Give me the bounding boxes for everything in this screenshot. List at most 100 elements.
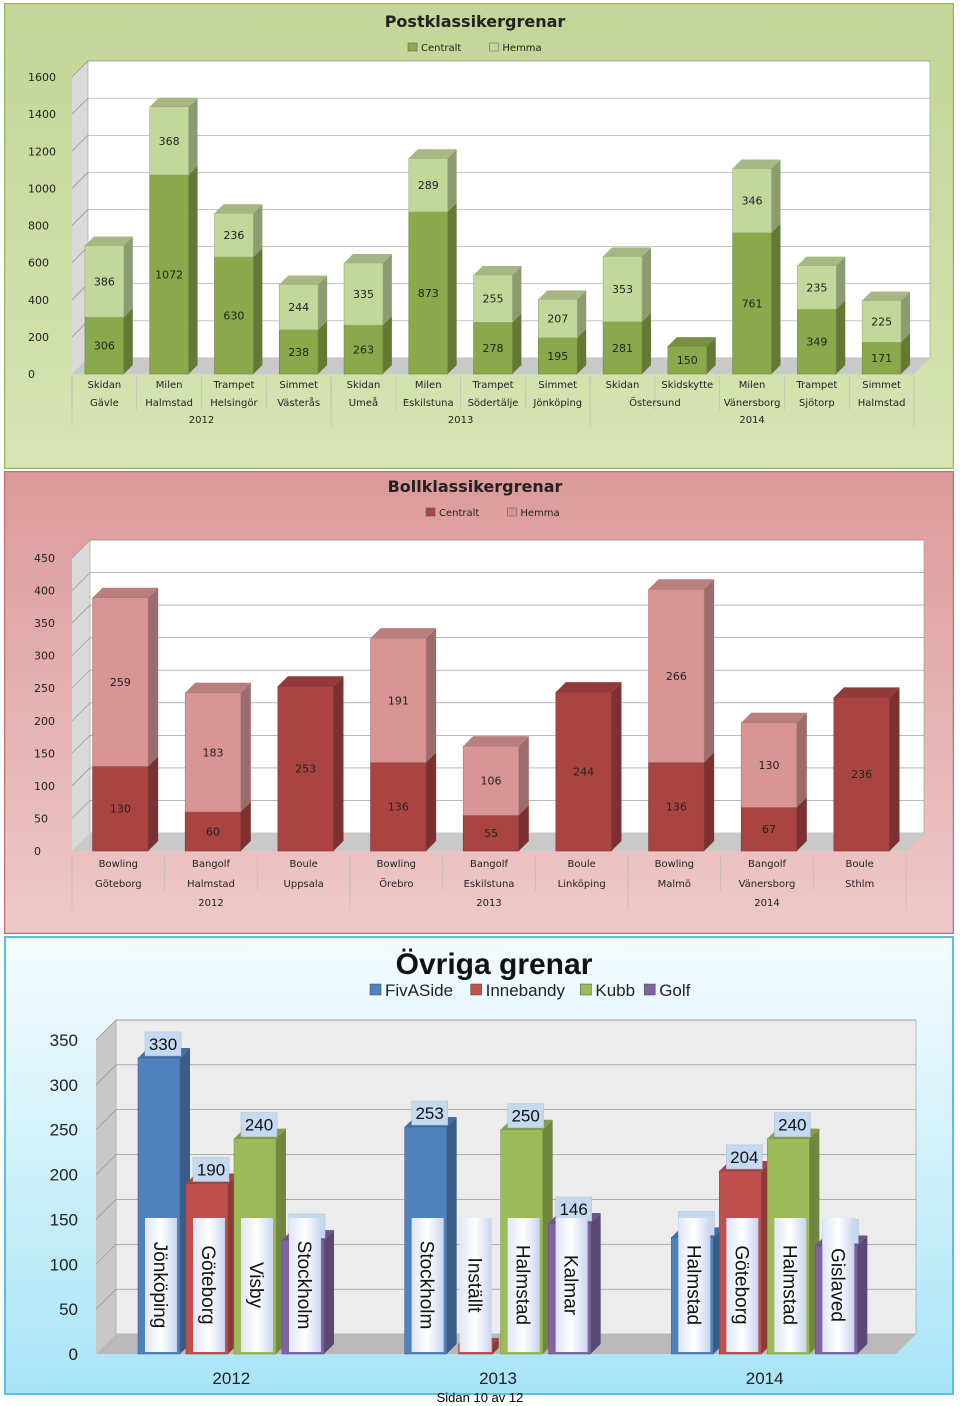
legend: Centralt Hemma bbox=[407, 42, 542, 54]
legend-item: FivASide bbox=[369, 981, 453, 1000]
bar-segment bbox=[214, 248, 263, 375]
x-place-label: Östersund bbox=[629, 396, 681, 409]
data-label: 190 bbox=[192, 1157, 230, 1182]
y-tick-label: 800 bbox=[28, 220, 49, 233]
data-label: 253 bbox=[295, 763, 316, 776]
data-label: 330 bbox=[144, 1031, 182, 1057]
legend-swatch bbox=[507, 507, 517, 517]
place-label: Halmstad bbox=[507, 1218, 540, 1352]
place-label: Göteborg bbox=[726, 1218, 759, 1352]
x-category-label: 2012 bbox=[212, 1369, 250, 1388]
data-label: 386 bbox=[94, 275, 115, 288]
x-category-label: Boule bbox=[290, 859, 318, 870]
x-place-label: Sthlm bbox=[845, 879, 874, 890]
y-tick-label: 1000 bbox=[28, 182, 56, 195]
x-category-label: Bowling bbox=[377, 859, 416, 870]
bar-segment bbox=[667, 337, 716, 375]
svg-text:240: 240 bbox=[245, 1116, 273, 1135]
x-place-label: Eskilstuna bbox=[464, 879, 515, 890]
place-label: Visby bbox=[241, 1218, 273, 1352]
bar-segment bbox=[370, 628, 437, 763]
chart-title: Bollklassikergrenar bbox=[388, 477, 563, 496]
y-tick-label: 1600 bbox=[28, 71, 56, 84]
page-footer: Sidan 10 av 12 bbox=[436, 1390, 524, 1405]
data-label: 207 bbox=[547, 313, 568, 326]
bar-segment bbox=[343, 253, 392, 326]
data-label: 106 bbox=[481, 775, 502, 788]
x-category-label: Bowling bbox=[99, 859, 138, 870]
data-label: 225 bbox=[871, 315, 892, 328]
x-place-label: Vänersborg bbox=[724, 398, 781, 409]
svg-text:250: 250 bbox=[511, 1107, 539, 1126]
data-label: 191 bbox=[388, 694, 409, 707]
x-category-label: Skidskytte bbox=[661, 380, 713, 391]
legend-label: Innebandy bbox=[486, 981, 566, 1000]
data-label: 306 bbox=[94, 340, 115, 353]
x-category-label: Milen bbox=[415, 380, 442, 391]
y-tick-label: 50 bbox=[34, 812, 48, 825]
place-label: Gislaved bbox=[822, 1218, 855, 1352]
data-label: 353 bbox=[612, 283, 633, 296]
data-label: 60 bbox=[206, 825, 220, 838]
bar-segment bbox=[277, 676, 344, 852]
bar-segment bbox=[278, 320, 328, 375]
x-category-label: Bangolf bbox=[748, 859, 787, 870]
svg-text:190: 190 bbox=[197, 1161, 225, 1180]
data-label: 253 bbox=[411, 1100, 448, 1126]
bar-segment bbox=[92, 587, 159, 767]
x-year-label: 2014 bbox=[754, 898, 779, 909]
y-tick-label: 1400 bbox=[28, 108, 56, 121]
legend-label: FivASide bbox=[385, 981, 453, 1000]
bar-segment bbox=[92, 756, 159, 852]
data-label: 244 bbox=[288, 301, 309, 314]
x-category-label: Bangolf bbox=[470, 859, 509, 870]
bar-segment bbox=[278, 275, 328, 331]
x-category-label: Trampet bbox=[471, 380, 513, 391]
x-place-label: Göteborg bbox=[95, 879, 142, 890]
x-category-label: Simmet bbox=[538, 380, 577, 391]
y-tick-label: 400 bbox=[34, 585, 55, 598]
bar-segment bbox=[538, 290, 587, 339]
data-label: 240 bbox=[774, 1112, 811, 1137]
bar-segment bbox=[184, 682, 251, 813]
x-place-label: Umeå bbox=[349, 396, 378, 409]
y-tick-label: 300 bbox=[34, 650, 55, 663]
data-label: 244 bbox=[573, 766, 594, 779]
x-category-label: Skidan bbox=[88, 380, 122, 391]
side-wall bbox=[72, 540, 90, 851]
x-place-label: Helsingör bbox=[210, 398, 258, 409]
bar-segment bbox=[797, 256, 846, 310]
legend-swatch bbox=[425, 507, 436, 517]
legend-item: Centralt bbox=[407, 42, 461, 54]
legend-label: Centralt bbox=[421, 43, 461, 54]
x-category-label: Milen bbox=[156, 380, 183, 391]
svg-text:146: 146 bbox=[559, 1200, 587, 1219]
x-category-label: Skidan bbox=[347, 380, 381, 391]
data-label: 281 bbox=[612, 342, 633, 355]
legend-label: Kubb bbox=[595, 981, 635, 1000]
legend-item: Kubb bbox=[580, 981, 635, 1000]
y-tick-label: 150 bbox=[34, 747, 55, 760]
data-label: 349 bbox=[806, 336, 827, 349]
place-label: Inställt bbox=[459, 1218, 492, 1352]
y-tick-label: 0 bbox=[28, 368, 35, 381]
data-label: 630 bbox=[223, 310, 244, 323]
data-label: 259 bbox=[110, 676, 131, 689]
svg-text:Stockholm: Stockholm bbox=[416, 1241, 437, 1330]
y-tick-label: 200 bbox=[28, 331, 49, 344]
data-label: 250 bbox=[507, 1103, 544, 1128]
x-category-label: Trampet bbox=[795, 380, 837, 391]
x-year-label: 2013 bbox=[448, 415, 473, 426]
legend-swatch bbox=[407, 42, 418, 52]
place-label: Halmstad bbox=[774, 1218, 807, 1352]
x-place-label: Eskilstuna bbox=[403, 398, 454, 409]
data-label: 255 bbox=[483, 293, 504, 306]
bar-segment bbox=[408, 149, 457, 213]
data-label: 240 bbox=[240, 1112, 278, 1137]
svg-text:Halmstad: Halmstad bbox=[682, 1245, 703, 1325]
x-category-label: Simmet bbox=[862, 380, 901, 391]
x-category-label: Trampet bbox=[212, 380, 254, 391]
data-label: 346 bbox=[742, 195, 763, 208]
legend-label: Hemma bbox=[502, 43, 541, 54]
data-label: 278 bbox=[483, 342, 504, 355]
